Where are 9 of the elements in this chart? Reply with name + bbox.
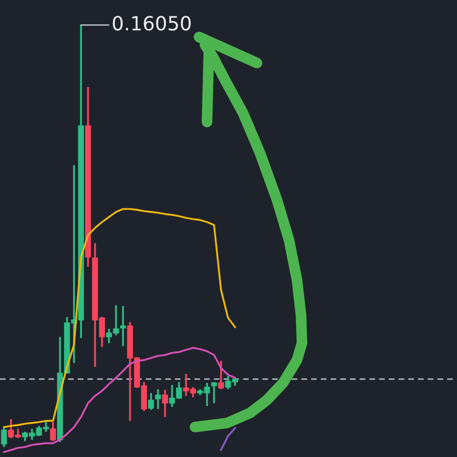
candlestick	[120, 305, 126, 348]
candlestick	[155, 388, 161, 410]
candlestick	[1, 426, 7, 448]
annotation: 0.16050	[112, 16, 191, 31]
candlestick	[218, 360, 224, 390]
candlestick	[50, 421, 56, 442]
candlestick	[148, 392, 154, 411]
candlestick	[211, 381, 217, 404]
candlestick	[162, 389, 168, 418]
